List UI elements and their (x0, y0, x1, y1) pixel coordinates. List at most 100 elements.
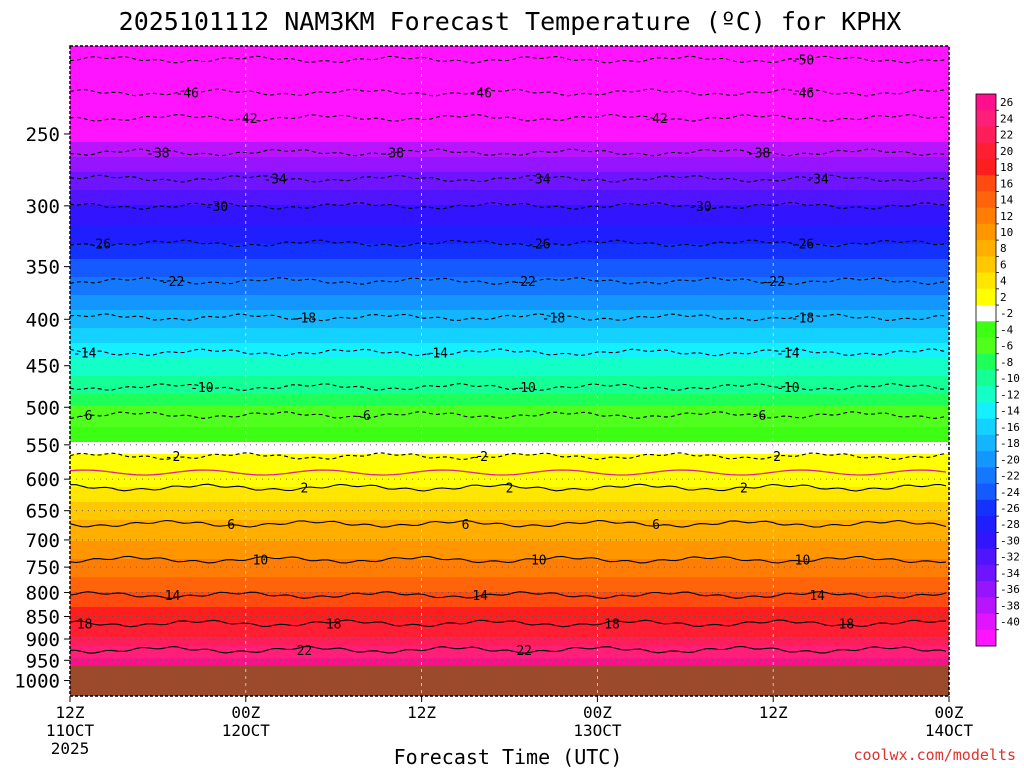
temperature-band (70, 556, 949, 560)
contour-label: -26 (88, 237, 111, 252)
contour-label: -30 (205, 200, 228, 215)
temperature-band (70, 295, 949, 299)
contour-label-text: 18 (77, 617, 93, 632)
temperature-band (70, 406, 949, 410)
colorbar-swatch (976, 223, 996, 241)
colorbar-label: -12 (1000, 388, 1020, 401)
temperature-band (70, 445, 949, 449)
contour-line (70, 277, 947, 285)
temperature-band (70, 433, 949, 437)
contour-label: -46 (791, 86, 814, 101)
temperature-band (70, 244, 949, 248)
temperature-band (70, 370, 949, 374)
colorbar-label: -8 (1000, 356, 1013, 369)
contour-label-text: -42 (234, 112, 257, 127)
temperature-band (70, 142, 949, 146)
temperature-band (70, 160, 949, 164)
contour-label-text: -38 (747, 146, 770, 161)
x-tick-label: 12Z (759, 703, 788, 722)
x-axis-label: Forecast Time (UTC) (394, 745, 623, 768)
temperature-band (70, 478, 949, 482)
temperature-band (70, 103, 949, 107)
y-tick-label: 700 (26, 530, 60, 552)
temperature-band (70, 112, 949, 116)
temperature-band (70, 163, 949, 167)
contour-label-text: 10 (531, 554, 547, 569)
contour-label: 14 (165, 589, 181, 604)
temperature-band (70, 574, 949, 578)
y-tick-label: 850 (26, 606, 60, 628)
contour-label-text: -6 (355, 409, 371, 424)
temperature-band (70, 616, 949, 620)
contour-line (70, 174, 947, 183)
contour-label-text: -10 (512, 381, 535, 396)
temperature-band (70, 622, 949, 626)
temperature-band (70, 79, 949, 83)
temperature-band (70, 91, 949, 95)
contour-label: -6 (751, 409, 767, 424)
colorbar-label: 2 (1000, 291, 1007, 304)
temperature-band (70, 139, 949, 143)
temperature-band (70, 517, 949, 521)
contour-label: -42 (234, 112, 257, 127)
temperature-band (70, 661, 949, 665)
contour-label-text: -34 (527, 173, 551, 188)
temperature-band (70, 514, 949, 518)
temperature-band (70, 415, 949, 419)
temperature-band (70, 178, 949, 182)
temperature-band (70, 205, 949, 209)
temperature-band (70, 85, 949, 89)
contour-label: -38 (747, 146, 770, 161)
x-tick-label: 12Z (56, 703, 85, 722)
contour-line (70, 55, 947, 64)
contour-label: 6 (462, 518, 470, 533)
temperature-band (70, 637, 949, 641)
contour-label: -18 (791, 311, 814, 326)
contour-label: -2 (165, 450, 181, 465)
temperature-band (70, 391, 949, 395)
contour-label: -34 (527, 173, 551, 188)
contour-label-text: -18 (293, 311, 316, 326)
temperature-band (70, 70, 949, 74)
temperature-band (70, 253, 949, 257)
temperature-band (70, 457, 949, 461)
contour-label-text: -26 (88, 237, 111, 252)
colorbar-label: -14 (1000, 405, 1020, 418)
temperature-band (70, 610, 949, 614)
contour-label: 6 (652, 518, 660, 533)
contour-label: 10 (253, 554, 269, 569)
temperature-band (70, 613, 949, 617)
contour-label-text: 2 (740, 482, 748, 497)
y-tick-label: 350 (26, 257, 60, 279)
temperature-band (70, 289, 949, 293)
temperature-band (70, 193, 949, 197)
grid-layer (70, 46, 949, 696)
temperature-band (70, 493, 949, 497)
temperature-band (70, 409, 949, 413)
colorbar-label: -24 (1000, 486, 1020, 499)
temperature-band (70, 328, 949, 332)
contour-label: 10 (795, 554, 811, 569)
contour-label: -10 (512, 381, 535, 396)
contour-line (70, 645, 947, 654)
contour-label-text: -38 (381, 146, 404, 161)
contour-label: -2 (472, 450, 488, 465)
temperature-band (70, 601, 949, 605)
contour-line (70, 591, 947, 599)
temperature-band (70, 418, 949, 422)
x-tick-label: 12OCT (222, 721, 271, 740)
temperature-band (70, 175, 949, 179)
temperature-band (70, 508, 949, 512)
temperature-band (70, 379, 949, 383)
temperature-band (70, 223, 949, 227)
temperature-band (70, 541, 949, 545)
contour-label-text: -6 (77, 409, 93, 424)
temperature-band (70, 124, 949, 128)
temperature-band (70, 583, 949, 587)
contour-label: -22 (761, 275, 784, 290)
temperature-band (70, 313, 949, 317)
temperature-band (70, 268, 949, 272)
temperature-band (70, 214, 949, 218)
contour-label-text: 14 (472, 589, 488, 604)
colorbar-swatch (976, 483, 996, 501)
